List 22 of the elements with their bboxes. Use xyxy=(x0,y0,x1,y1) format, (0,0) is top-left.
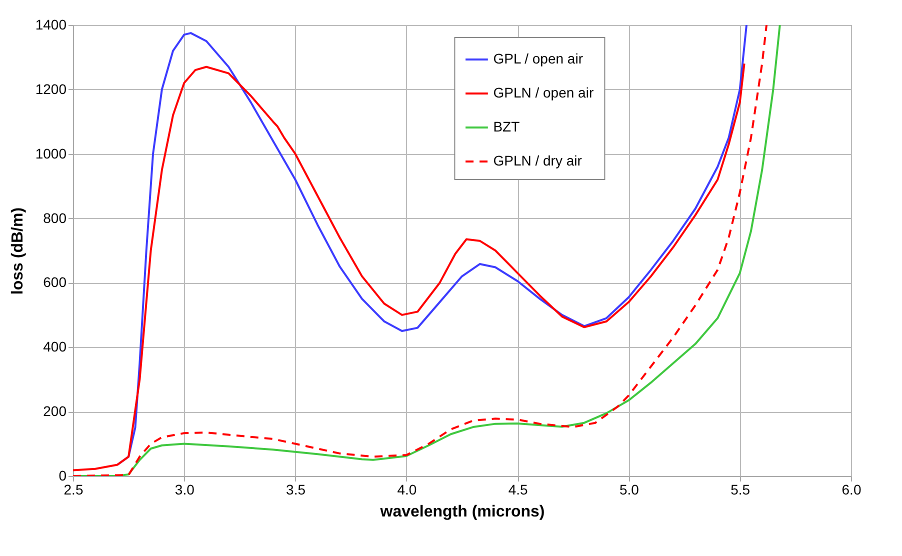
x-tick-label: 5.0 xyxy=(619,482,640,498)
y-tick-label: 1000 xyxy=(35,145,67,162)
y-tick-label: 1200 xyxy=(35,80,67,97)
legend-label: GPL / open air xyxy=(493,50,584,66)
x-tick-label: 6.0 xyxy=(842,482,862,498)
y-tick-label: 1400 xyxy=(35,16,67,32)
legend-label: GPLN / dry air xyxy=(493,152,582,168)
x-tick-label: 2.5 xyxy=(64,482,84,498)
x-tick-label: 3.5 xyxy=(286,482,306,498)
x-tick-label: 4.5 xyxy=(508,482,528,498)
x-tick-label: 5.5 xyxy=(730,482,750,498)
x-tick-label: 3.0 xyxy=(174,482,195,498)
legend-label: GPLN / open air xyxy=(493,84,594,100)
y-tick-label: 600 xyxy=(43,274,67,290)
legend-label: BZT xyxy=(493,118,520,134)
y-tick-label: 0 xyxy=(58,468,67,484)
y-tick-label: 400 xyxy=(43,338,67,355)
x-tick-label: 4.0 xyxy=(397,482,417,498)
x-axis-title: wavelength (microns) xyxy=(379,504,545,520)
y-tick-label: 200 xyxy=(43,403,67,420)
y-tick-label: 800 xyxy=(43,210,67,226)
y-axis-title: loss (dB/m) xyxy=(9,207,26,295)
